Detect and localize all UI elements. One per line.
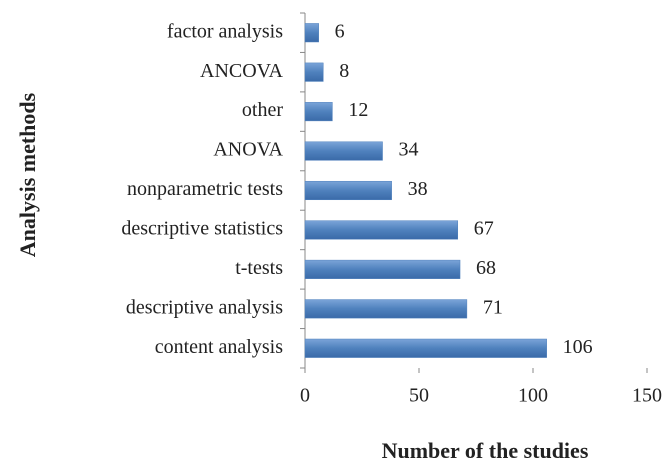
y-tick-label: ANCOVA (200, 60, 284, 82)
value-label: 12 (348, 99, 368, 121)
value-label: 8 (339, 60, 349, 82)
value-label: 6 (335, 20, 345, 42)
y-tick-label: descriptive analysis (126, 296, 283, 318)
x-tick-label: 100 (518, 385, 548, 407)
value-label: 34 (399, 139, 419, 161)
y-tick-label: factor analysis (167, 20, 283, 42)
x-axis-title: Number of the studies (382, 438, 589, 463)
y-tick-label: ANOVA (213, 139, 283, 161)
bar (304, 180, 392, 201)
value-label: 106 (563, 336, 593, 358)
value-label: 68 (476, 257, 496, 279)
bar (304, 220, 459, 240)
x-tick-label: 150 (632, 385, 662, 407)
bar (304, 338, 547, 358)
value-label: 38 (408, 178, 428, 200)
x-tick-label: 50 (409, 385, 429, 407)
bar (304, 141, 383, 161)
value-label: 71 (483, 296, 503, 318)
x-tick-label: 0 (300, 385, 310, 407)
y-axis-title: Analysis methods (15, 92, 40, 257)
bar (304, 299, 468, 319)
bar (304, 23, 319, 43)
y-tick-label: nonparametric tests (127, 178, 283, 200)
value-label: 67 (474, 218, 494, 240)
bar (304, 102, 333, 122)
bar (304, 62, 324, 82)
bar (304, 259, 461, 279)
y-tick-label: descriptive statistics (121, 218, 283, 240)
y-tick-label: other (242, 99, 283, 121)
y-tick-label: content analysis (155, 336, 284, 358)
y-tick-label: t-tests (235, 257, 283, 279)
